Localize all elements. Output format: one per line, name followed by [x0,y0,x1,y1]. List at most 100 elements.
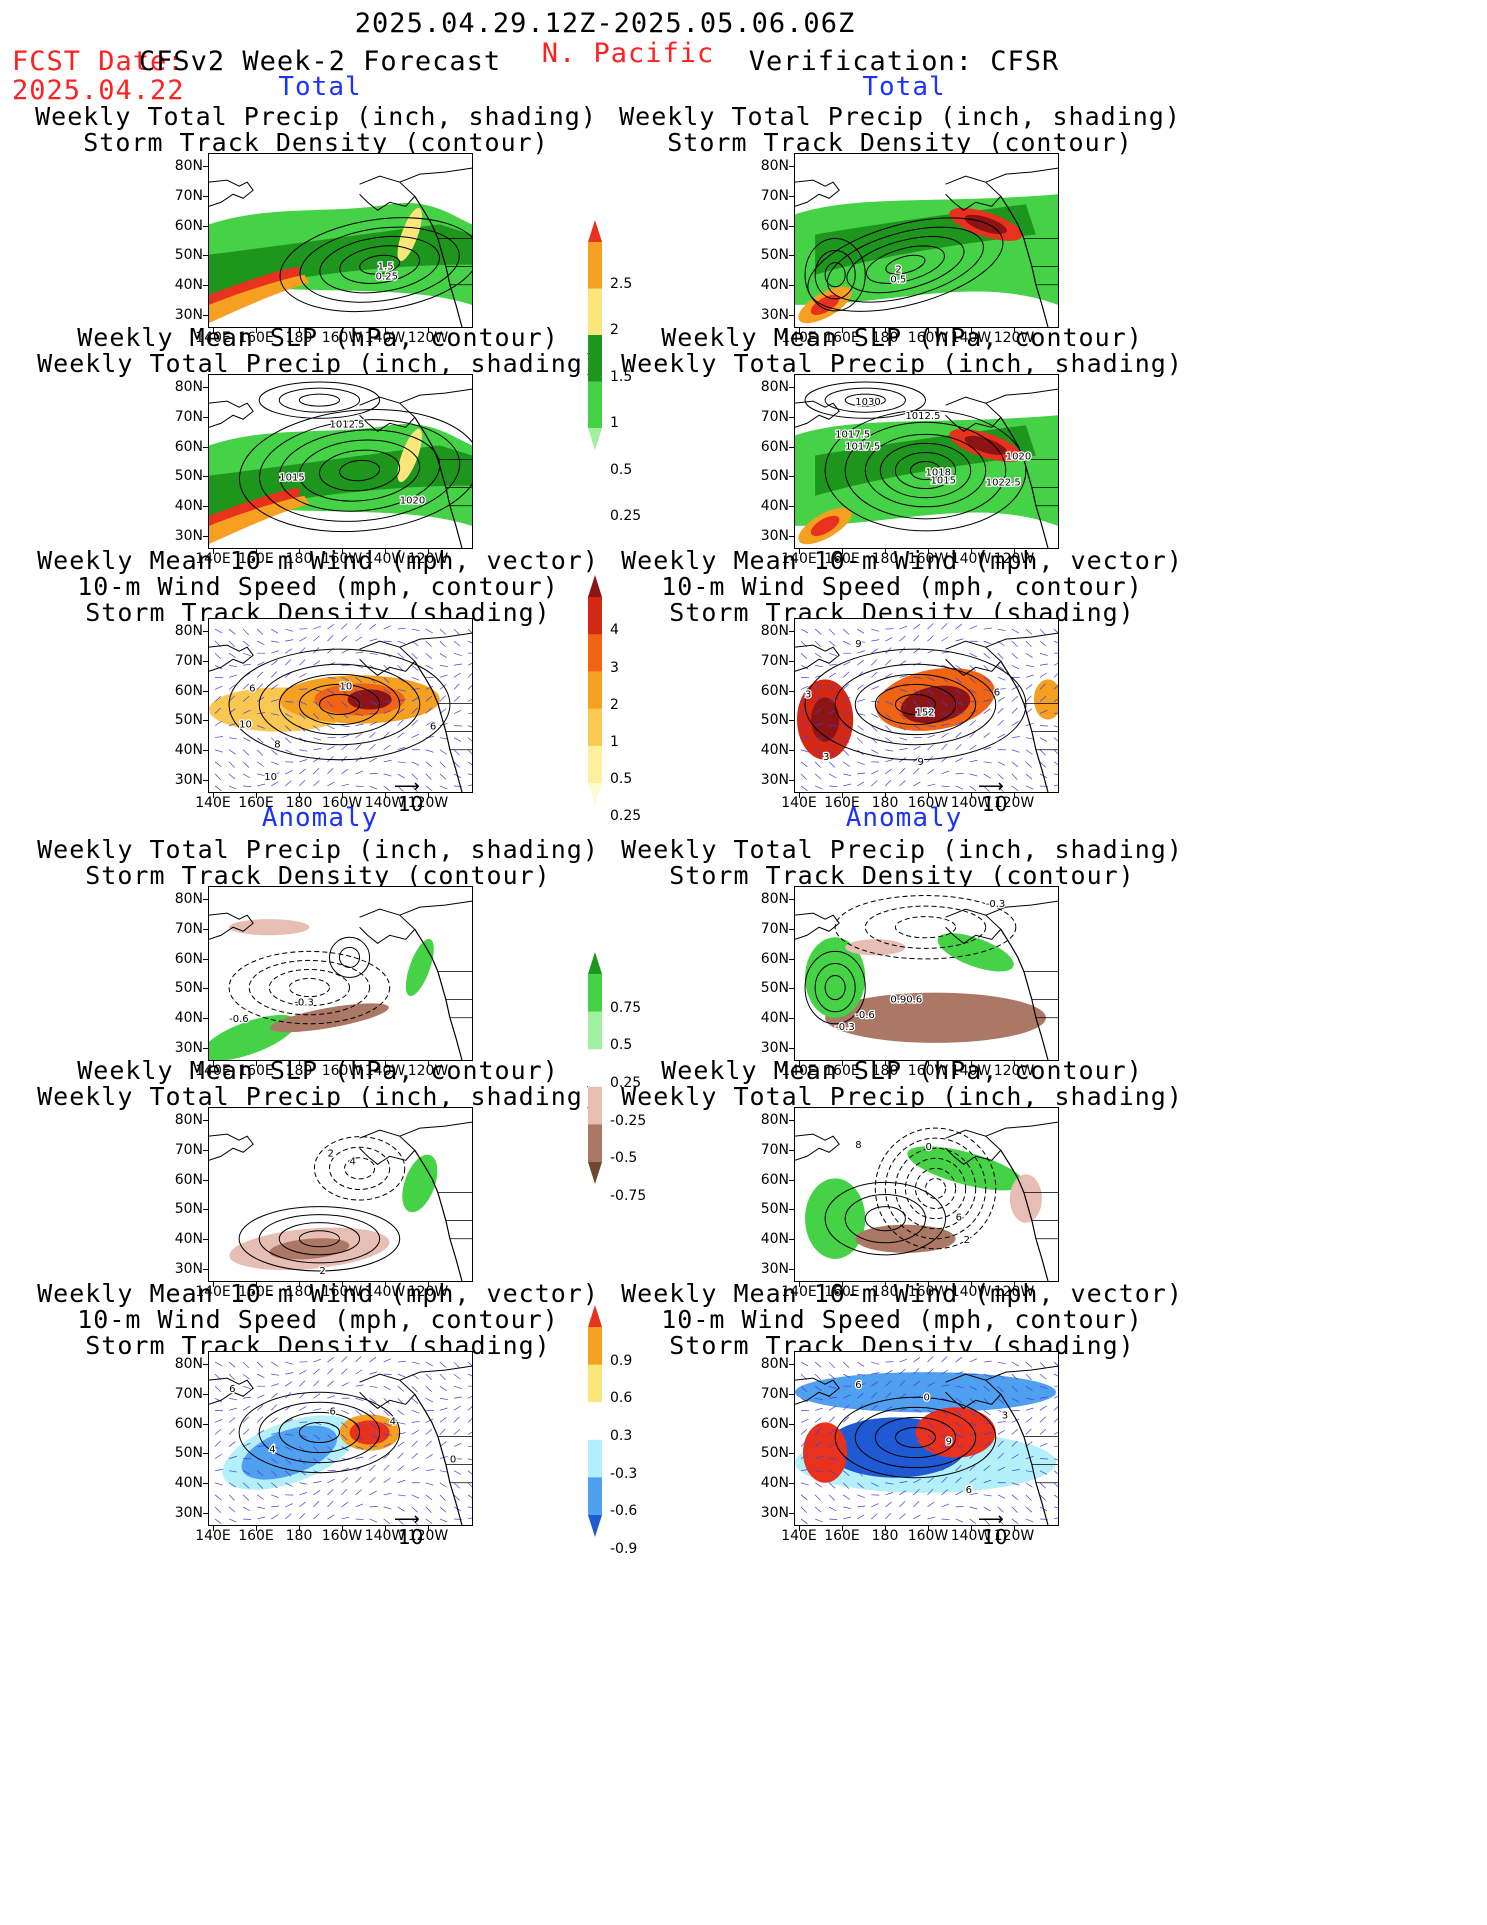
wind-vector [453,695,461,702]
wind-vector [829,663,838,666]
wind-vector [983,708,991,714]
wind-vector [439,1417,447,1423]
wind-vector [815,1470,824,1473]
wind-vector [1053,737,1058,742]
wind-vector [913,1434,920,1441]
wind-vector [1053,640,1058,644]
wind-vector [285,1381,293,1387]
coastline-na-west [1000,195,1049,327]
wind-vector [814,1494,821,1501]
lat-label: 40N [760,1010,789,1027]
wind-vector [857,1514,865,1520]
vector-scale-v6: ⟶ 10 [978,1511,1007,1550]
wind-vector [228,1407,237,1411]
wind-vector [369,1356,377,1363]
wind-vector [242,737,251,742]
lat-label: 50N [174,980,203,997]
lon-label: 120W [993,330,1035,346]
lon-tick [928,793,929,798]
wind-vector [1039,749,1046,756]
wind-vector [228,1441,236,1447]
wind-vector [355,713,364,717]
wind-vector [285,1434,294,1436]
wind-vector [285,1458,292,1465]
title-line: Weekly Total Precip (inch, shading) [35,102,597,131]
wind-vector [913,1368,920,1375]
wind-vector [355,1422,362,1429]
wind-vector [800,1397,809,1403]
storm-track-anom-contour [834,895,1017,960]
wind-vector [1039,672,1047,678]
wind-vector [814,708,822,714]
wind-vector [1039,683,1046,690]
wind-vector [814,695,821,702]
wind-vector [285,1482,293,1487]
wind-vector [467,1417,472,1423]
wind-vector [327,1501,334,1508]
wind-vector [257,697,265,702]
map-forecast-anom-slp: 2 4 2 80N 70N 60N 50N 40N 30N 140E 160E 180 160W 140W… [175,1107,473,1300]
map-graphic: 242 [209,1108,472,1281]
wind-vector [313,757,321,763]
wind-vector [285,1446,293,1451]
wind-vector [214,1418,223,1423]
wind-vector [299,688,308,690]
wind-vector [941,651,950,654]
wind-vector [927,783,936,787]
lat-tick [203,750,208,752]
wind-vector [941,1384,950,1387]
wind-vector [1039,1405,1047,1411]
wind-vector [843,1445,852,1447]
wind-vector [927,635,934,642]
lat-label: 40N [174,742,203,759]
colorbar-label: 0.9 [610,1352,633,1369]
wind-vector [1011,1469,1020,1472]
wind-vector [800,736,810,739]
wind-speed-contour [258,663,421,746]
wind-vector [439,684,447,690]
vector-scale-f3: ⟶ 10 [394,778,423,817]
lon-label: 160W [321,330,363,346]
lon-tick [885,1282,886,1287]
wind-vector [1011,1518,1019,1525]
wind-vector [285,648,293,654]
lon-label: 140W [950,1528,992,1544]
wind-vector [439,674,448,678]
title-line: Storm Track Density (contour) [85,861,551,890]
wind-vector [285,1419,293,1423]
wind-vector [800,664,809,670]
wind-vector [941,1369,949,1375]
lon-label: 160E [238,330,274,346]
wind-vector [885,1501,892,1508]
lon-tick [799,328,800,333]
wind-vector [857,659,864,666]
lat-label: 60N [174,1171,203,1188]
colorbar-segment [588,1364,602,1403]
lat-tick [789,780,794,781]
lat-label: 40N [760,742,789,759]
wind-vector [228,628,236,635]
lon-label: 140E [781,1284,817,1300]
wind-vector [969,773,978,777]
lon-label: 120W [993,1063,1035,1079]
wind-vector [425,773,432,780]
title-line: Weekly Mean 10-m Wind (mph, vector) [621,1279,1183,1308]
storm-track-anom-contour [814,962,856,1013]
lat-label: 40N [760,498,789,515]
wind-vector [453,1373,461,1380]
border-lines [1023,971,1058,1019]
lat-label: 80N [174,158,203,174]
lat-tick [789,285,794,287]
lon-label: 160E [238,1284,274,1300]
lon-label: 140W [950,1063,992,1079]
wind-vector [983,699,992,702]
wind-vector [256,761,264,767]
wind-vector [828,1405,837,1411]
wind-vector [1025,1518,1034,1523]
wind-vector [425,640,432,647]
wind-vector [927,1368,934,1375]
contour-label: 3 [823,752,829,763]
wind-vector [453,761,460,768]
lon-label: 180 [871,1528,899,1544]
